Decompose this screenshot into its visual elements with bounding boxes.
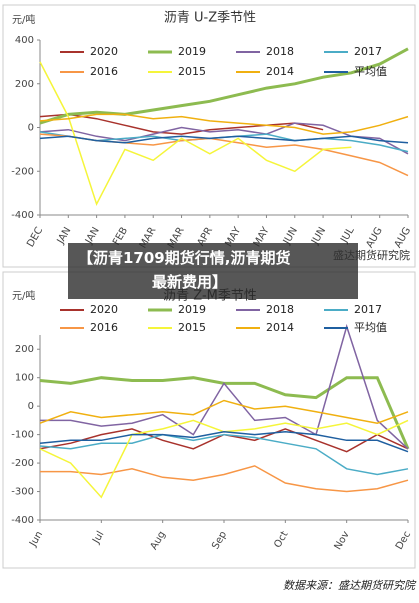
legend-label: 2015 — [178, 321, 206, 334]
y-tick-label: 400 — [15, 35, 34, 46]
y-tick-label: 100 — [15, 373, 34, 384]
legend-label: 2018 — [266, 303, 294, 316]
source: 数据来源：盛达期货研究院 — [283, 579, 417, 592]
legend-label: 2017 — [354, 303, 382, 316]
chart-title: 沥青 U-Z季节性 — [164, 11, 256, 26]
legend-label: 2015 — [178, 65, 206, 78]
series-line — [39, 135, 409, 144]
legend-label: 2019 — [178, 303, 206, 316]
legend-label: 2014 — [266, 65, 294, 78]
y-axis-label: 元/吨 — [12, 289, 35, 302]
series-line — [39, 399, 409, 424]
y-axis-label: 元/吨 — [12, 13, 35, 26]
series-line — [40, 465, 409, 493]
series-line — [39, 431, 409, 453]
legend-label: 2020 — [90, 303, 118, 316]
y-tick-label: 0 — [28, 401, 34, 412]
y-tick-label: -200 — [11, 458, 34, 469]
legend-label: 2014 — [266, 321, 294, 334]
legend-label: 2016 — [90, 321, 118, 334]
legend-label: 平均值 — [354, 65, 387, 78]
y-tick-label: 200 — [15, 79, 34, 90]
watermark: 盛达期货研究院 — [333, 248, 410, 262]
legend-label: 2016 — [90, 65, 118, 78]
legend-label: 平均值 — [354, 321, 387, 334]
legend-label: 2019 — [178, 45, 206, 58]
series-line — [39, 47, 409, 125]
series-line — [39, 113, 324, 135]
legend-label: 2017 — [354, 45, 382, 58]
legend-label: 2018 — [266, 45, 294, 58]
y-tick-label: -200 — [11, 166, 34, 177]
y-tick-label: 200 — [15, 344, 34, 355]
y-tick-label: -100 — [11, 430, 34, 441]
series-line — [39, 61, 352, 207]
y-tick-label: 0 — [28, 123, 34, 134]
banner-text: 【沥青1709期货行情,沥青期货最新费用】 — [78, 249, 290, 291]
legend-label: 2020 — [90, 45, 118, 58]
series-line — [39, 122, 409, 155]
series-line — [39, 113, 409, 135]
y-tick-label: -300 — [11, 487, 34, 498]
series-line — [39, 433, 409, 476]
y-tick-label: -400 — [11, 515, 34, 526]
series-line — [40, 323, 409, 450]
banner-bg — [68, 243, 358, 299]
y-tick-label: -400 — [11, 210, 34, 221]
